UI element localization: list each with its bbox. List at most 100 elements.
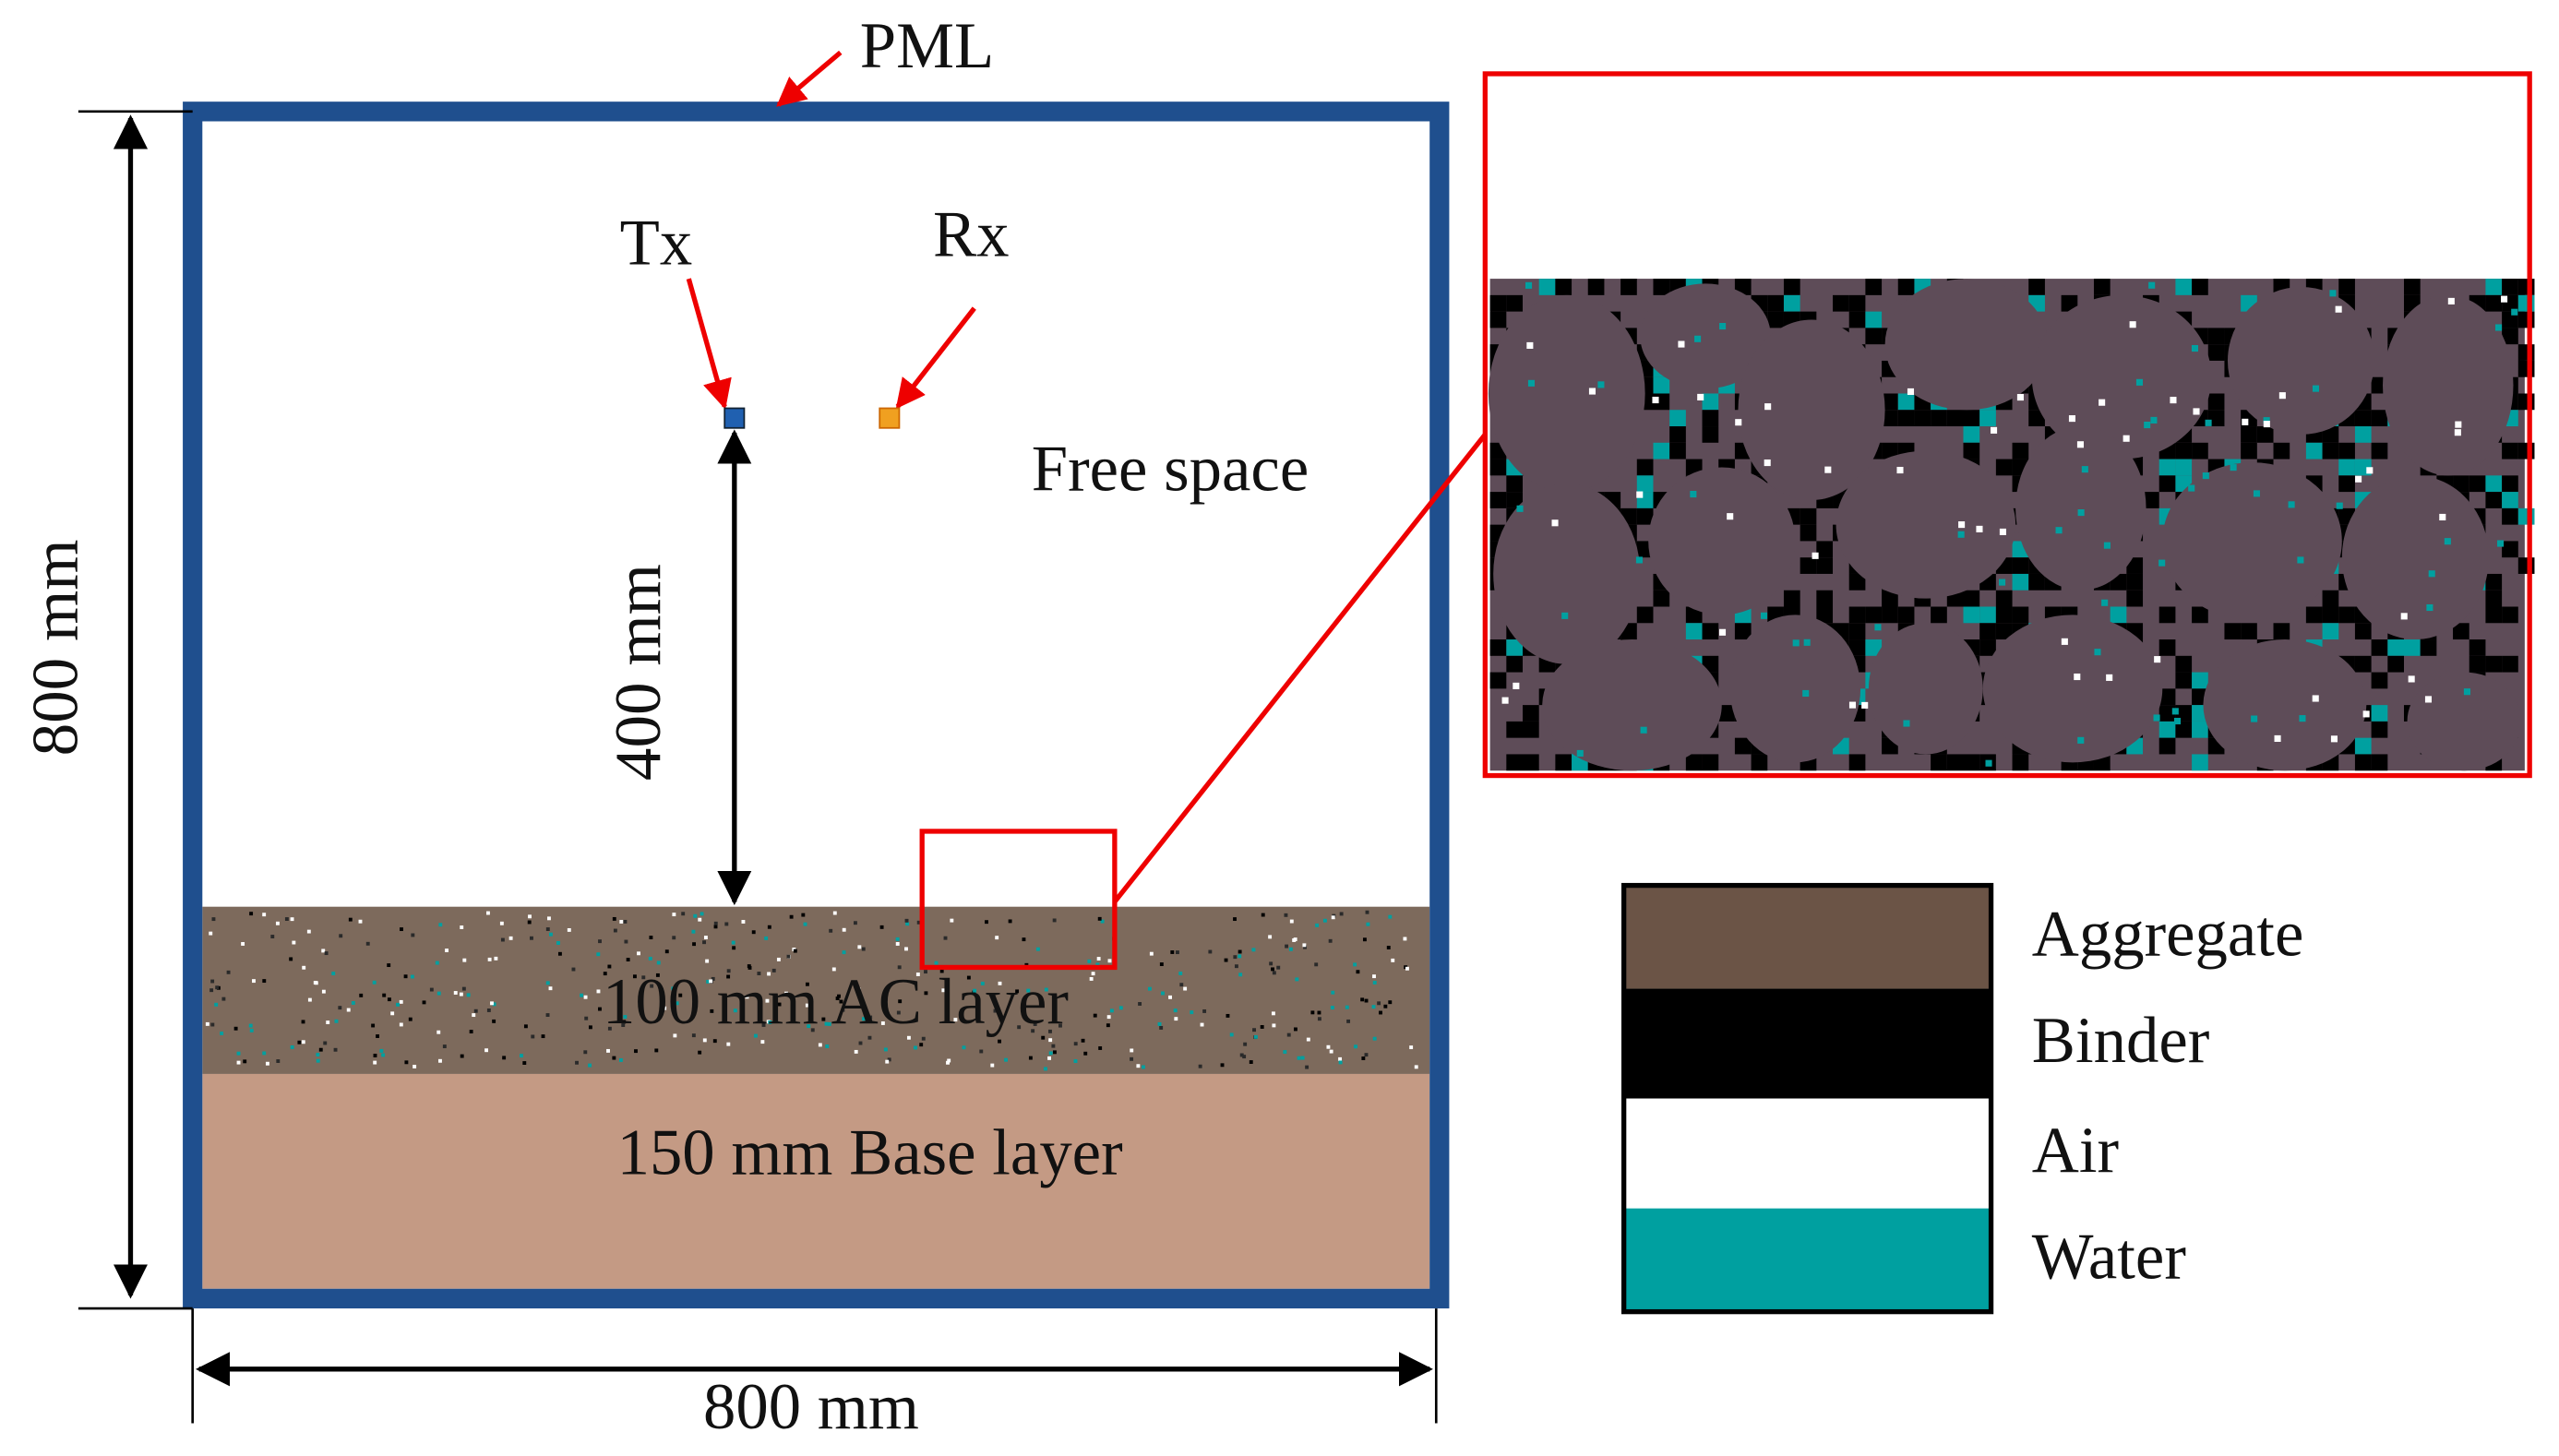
binder-cell [2502, 606, 2518, 624]
binder-cell [2110, 606, 2127, 624]
speck [584, 1016, 589, 1020]
binder-cell [1865, 311, 1883, 328]
speck [612, 916, 616, 921]
speck [713, 921, 718, 925]
speck [745, 995, 749, 999]
speck [914, 1045, 917, 1050]
speck [837, 994, 841, 998]
binder-cell [2175, 279, 2193, 295]
speck [868, 1015, 873, 1020]
speck [619, 920, 624, 924]
speck [1239, 1053, 1244, 1057]
speck [1096, 957, 1101, 961]
speck [887, 1057, 891, 1062]
speck [1300, 1056, 1305, 1060]
binder-cell [1702, 623, 1719, 640]
speck [1297, 1056, 1301, 1060]
speck [1366, 922, 1370, 926]
aggregate [2203, 639, 2367, 771]
speck [607, 964, 612, 969]
speck [818, 1043, 822, 1047]
speck [1697, 393, 1704, 400]
binder-cell [2322, 590, 2339, 607]
speck [924, 970, 927, 974]
speck [438, 923, 443, 927]
speck [751, 930, 756, 935]
speck [613, 928, 617, 933]
speck [664, 949, 669, 954]
binder-cell [2338, 442, 2355, 459]
speck [1330, 1006, 1334, 1009]
binder-cell [1963, 442, 1980, 459]
speck [1208, 949, 1213, 954]
binder-cell [2485, 606, 2503, 624]
speck [1179, 983, 1184, 987]
speck [1383, 1004, 1388, 1008]
speck [1089, 976, 1094, 981]
binder-cell [1897, 410, 1915, 427]
speck [1138, 1002, 1142, 1006]
speck [323, 1041, 328, 1045]
speck [2312, 385, 2319, 392]
speck [1083, 1051, 1088, 1056]
binder-cell [2012, 606, 2029, 624]
speck [943, 936, 948, 940]
speck [262, 913, 267, 917]
binder-cell [2158, 639, 2176, 656]
speck [885, 1059, 890, 1064]
speck [1157, 1021, 1162, 1026]
speck [1118, 1006, 1123, 1010]
binder-cell [2371, 442, 2388, 459]
binder-cell [1816, 541, 1834, 558]
speck [1364, 1053, 1369, 1057]
binder-cell [2305, 442, 2323, 459]
speck [2330, 735, 2338, 743]
speck [1958, 521, 1966, 529]
speck [1073, 1042, 1078, 1046]
speck [1513, 682, 1520, 689]
speck [270, 935, 275, 938]
speck [1284, 913, 1288, 917]
binder-cell [1685, 754, 1703, 771]
binder-cell [1702, 754, 1719, 771]
binder-cell [2126, 557, 2144, 574]
speck [827, 1021, 831, 1026]
speck [862, 1017, 866, 1021]
speck [821, 1017, 826, 1021]
speck [1551, 519, 1559, 527]
speck [381, 1053, 386, 1057]
speck [2148, 281, 2156, 289]
zoom-box [1482, 71, 2532, 779]
speck [2253, 490, 2260, 497]
speck [648, 956, 652, 961]
speck [2055, 527, 2063, 534]
speck [824, 1021, 829, 1026]
speck [1377, 1001, 1381, 1006]
speck [966, 975, 971, 980]
speck [575, 1060, 579, 1065]
base-layer-label: 150 mm Base layer [617, 1117, 1123, 1189]
binder-cell [2256, 426, 2274, 443]
speck [205, 1021, 209, 1026]
binder-cell [1555, 279, 1572, 295]
speck [316, 1058, 320, 1063]
speck [1388, 914, 1393, 919]
speck [757, 972, 761, 975]
speck [2263, 421, 2270, 428]
speck [831, 967, 836, 972]
speck [1331, 915, 1335, 920]
binder-cell [1882, 590, 1898, 607]
speck [2077, 736, 2085, 744]
speck [703, 936, 708, 940]
speck [897, 965, 902, 970]
speck [993, 1008, 998, 1013]
ac-layer [202, 906, 1430, 1074]
speck [2170, 397, 2177, 404]
speck [702, 940, 706, 945]
speck [346, 1008, 351, 1012]
speck [358, 919, 363, 924]
binder-cell [1882, 442, 1898, 459]
speck [768, 1020, 772, 1024]
binder-cell [2093, 279, 2111, 295]
aggregate [1493, 483, 1641, 664]
